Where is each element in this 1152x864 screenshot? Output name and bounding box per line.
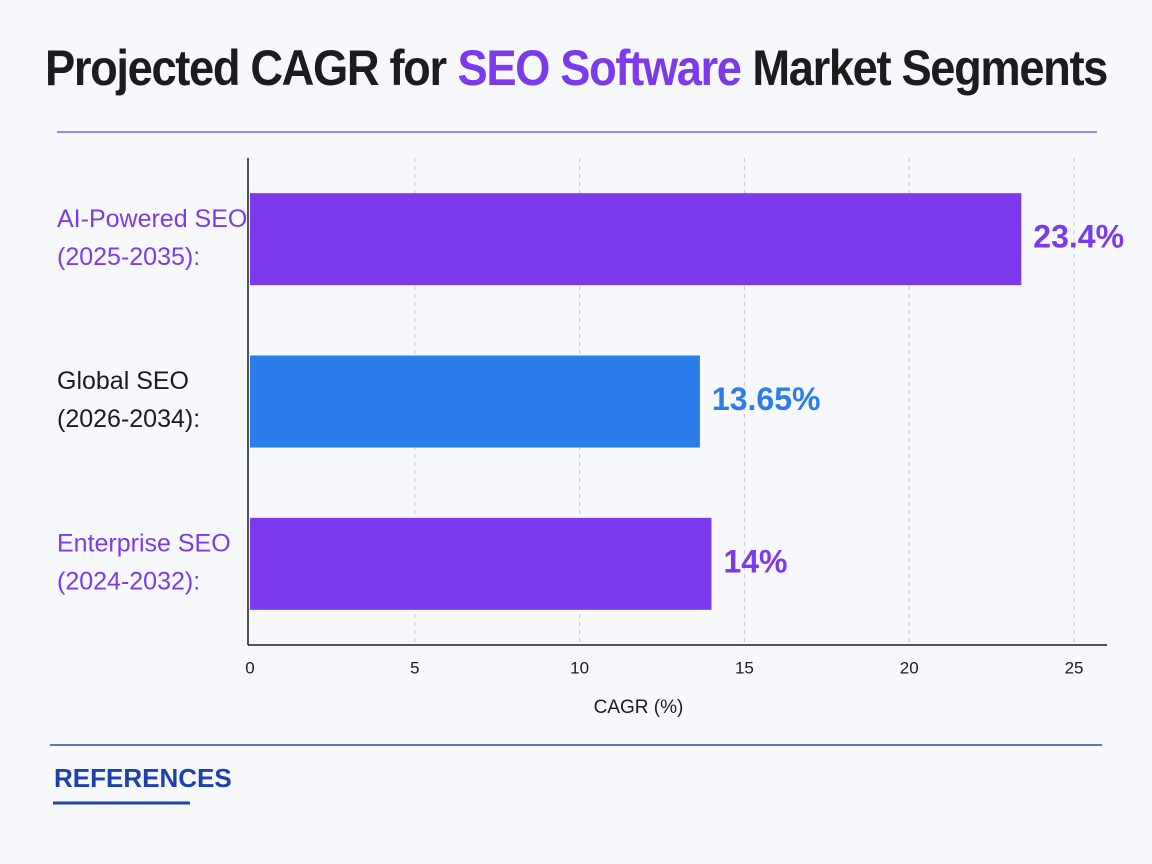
title-part: Market Segments xyxy=(752,40,1107,96)
y-tick-label: (2026-2034): xyxy=(57,405,200,433)
bar xyxy=(250,517,712,610)
value-label: 23.4% xyxy=(1033,219,1124,255)
y-tick-label: Global SEO xyxy=(57,367,189,395)
x-axis-label: CAGR (%) xyxy=(594,697,684,718)
references-heading: REFERENCES xyxy=(54,763,232,793)
x-tick-label: 0 xyxy=(245,658,254,677)
value-label: 14% xyxy=(723,543,787,579)
bar xyxy=(250,193,1022,286)
x-tick-label: 25 xyxy=(1065,658,1084,677)
x-tick-label: 20 xyxy=(900,658,919,677)
y-tick-label: (2024-2032): xyxy=(57,567,200,595)
bar xyxy=(250,355,700,448)
x-tick-label: 15 xyxy=(735,658,754,677)
y-tick-label: Enterprise SEO xyxy=(57,529,231,557)
x-tick-label: 5 xyxy=(410,658,419,677)
y-tick-label: AI-Powered SEO xyxy=(57,205,247,233)
value-label: 13.65% xyxy=(712,381,821,417)
chart-title: Projected CAGR forSEO SoftwareMarket Seg… xyxy=(45,40,1107,96)
title-part: Projected CAGR for xyxy=(45,40,447,96)
y-tick-label: (2025-2035): xyxy=(57,243,200,271)
x-tick-label: 10 xyxy=(570,658,589,677)
title-part: SEO Software xyxy=(458,40,742,96)
